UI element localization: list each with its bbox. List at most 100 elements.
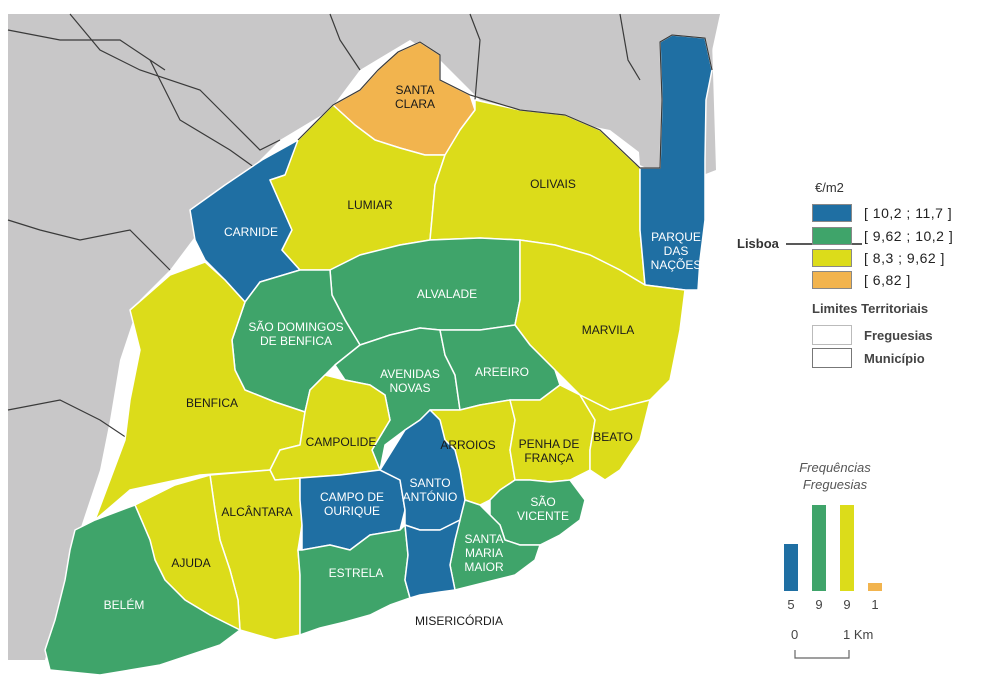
parish-label: LUMIAR	[347, 198, 393, 212]
legend-swatch	[812, 271, 852, 289]
legend-swatch	[812, 204, 852, 222]
lisboa-label: Lisboa	[737, 236, 779, 251]
parish-label: PARQUE DAS NAÇÕES	[651, 230, 702, 272]
frequency-title-line2: Freguesias	[802, 477, 868, 492]
parish-label-line: BENFICA	[186, 396, 238, 410]
parish-beato	[579, 394, 651, 481]
municipal-outline	[297, 34, 713, 169]
parish-label: PENHA DE FRANÇA	[519, 437, 580, 465]
parish-label: SANTA MARIA MAIOR	[464, 532, 504, 574]
parish-label-line: MARVILA	[582, 323, 634, 337]
surrounding-area	[7, 13, 720, 660]
parish-label-line: ALVALADE	[417, 287, 477, 301]
parish-label-line: ARROIOS	[440, 438, 495, 452]
legend-label: [ 6,82 ]	[864, 272, 911, 288]
parish-label: CAMPO DE OURIQUE	[320, 490, 384, 518]
frequency-bar	[839, 504, 855, 592]
parish-label-line: AJUDA	[171, 556, 210, 570]
parish-label-line: CAMPOLIDE	[306, 435, 377, 449]
parish-label: ALCÂNTARA	[221, 504, 292, 519]
legend-item: [ 6,82 ]	[812, 270, 911, 290]
parish-label: BELÉM	[104, 597, 145, 612]
frequency-bar	[867, 582, 883, 592]
parish-label: MARVILA	[582, 323, 634, 337]
limits-item-municipio: Município	[812, 348, 925, 368]
parish-polygons	[44, 34, 713, 676]
limits-title: Limites Territoriais	[812, 301, 929, 316]
parish-label-line: SANTA	[395, 83, 434, 97]
parish-penha-de-franca	[509, 384, 596, 483]
parish-label-line: AVENIDAS	[380, 367, 440, 381]
parish-label-line: CARNIDE	[224, 225, 278, 239]
parish-label: ESTRELA	[329, 566, 384, 580]
frequency-count-label: 9	[815, 597, 823, 612]
legend-swatch	[812, 249, 852, 267]
frequency-title-line1: Frequências	[799, 460, 871, 475]
parish-label: ALVALADE	[417, 287, 477, 301]
parish-label-line: BELÉM	[104, 597, 145, 612]
frequency-title: Frequências Freguesias	[780, 459, 890, 493]
parish-label: SÃO DOMINGOS DE BENFICA	[248, 320, 343, 348]
parish-label-line: VICENTE	[517, 509, 569, 523]
parish-label: SANTA CLARA	[395, 83, 435, 111]
parish-label-line: OLIVAIS	[530, 177, 576, 191]
parish-label: ARROIOS	[440, 438, 495, 452]
parish-label-line: SÃO	[530, 495, 555, 509]
frequency-bar	[811, 504, 827, 592]
frequency-count-label: 9	[843, 597, 851, 612]
parish-label-line: PENHA DE	[519, 437, 580, 451]
frequency-count-label: 5	[787, 597, 795, 612]
frequency-bar	[783, 543, 799, 592]
parish-label: OLIVAIS	[530, 177, 576, 191]
parish-label-line: DE BENFICA	[260, 334, 332, 348]
legend-item: [ 8,3 ; 9,62 ]	[812, 248, 945, 268]
parish-label-line: ALCÂNTARA	[221, 504, 292, 519]
parish-label-line: DAS	[664, 244, 689, 258]
parish-label-line: MARIA	[465, 546, 503, 560]
parish-label: BENFICA	[186, 396, 238, 410]
parish-label: AREEIRO	[475, 365, 529, 379]
parish-label: AVENIDAS NOVAS	[380, 367, 440, 395]
scale-start-label: 0	[791, 627, 799, 642]
legend-item: [ 9,62 ; 10,2 ]	[812, 226, 953, 246]
parish-label: AJUDA	[171, 556, 210, 570]
parish-label-line: MISERICÓRDIA	[415, 613, 503, 628]
freguesias-swatch	[812, 325, 852, 345]
parish-label: CAMPOLIDE	[306, 435, 377, 449]
parish-label-line: FRANÇA	[524, 451, 573, 465]
parish-label-line: BEATO	[593, 430, 633, 444]
parish-label-line: NAÇÕES	[651, 257, 702, 272]
parish-label: SÃO VICENTE	[517, 495, 569, 523]
parish-santo-antonio	[379, 409, 466, 531]
municipio-swatch	[812, 348, 852, 368]
parish-campolide	[269, 374, 391, 481]
parish-label-line: ANTÓNIO	[403, 489, 458, 504]
legend-label: [ 10,2 ; 11,7 ]	[864, 205, 953, 221]
parish-label-line: NOVAS	[389, 381, 430, 395]
parish-label: CARNIDE	[224, 225, 278, 239]
parish-label-line: PARQUE	[651, 230, 701, 244]
parish-label-line: LUMIAR	[347, 198, 393, 212]
legend-swatch	[812, 227, 852, 245]
limits-label: Freguesias	[864, 327, 933, 343]
parish-label-line: CLARA	[395, 97, 435, 111]
parish-misericordia	[404, 519, 461, 599]
parish-label: MISERICÓRDIA	[415, 613, 503, 628]
legend-label: [ 8,3 ; 9,62 ]	[864, 250, 945, 266]
legend-item: [ 10,2 ; 11,7 ]	[812, 203, 952, 223]
parish-label-line: MAIOR	[464, 560, 504, 574]
scale-end-label: 1 Km	[843, 627, 874, 642]
frequency-count-label: 1	[871, 597, 879, 612]
parish-label-line: AREEIRO	[475, 365, 529, 379]
parish-label: BEATO	[593, 430, 633, 444]
parish-label-line: CAMPO DE	[320, 490, 384, 504]
parish-belem	[44, 504, 241, 676]
parish-label-line: SANTO	[409, 476, 450, 490]
parish-label-line: ESTRELA	[329, 566, 384, 580]
legend-label: [ 9,62 ; 10,2 ]	[864, 228, 954, 244]
scale-bar	[794, 650, 850, 659]
limits-label: Município	[864, 350, 925, 366]
limits-item-freguesias: Freguesias	[812, 325, 933, 345]
